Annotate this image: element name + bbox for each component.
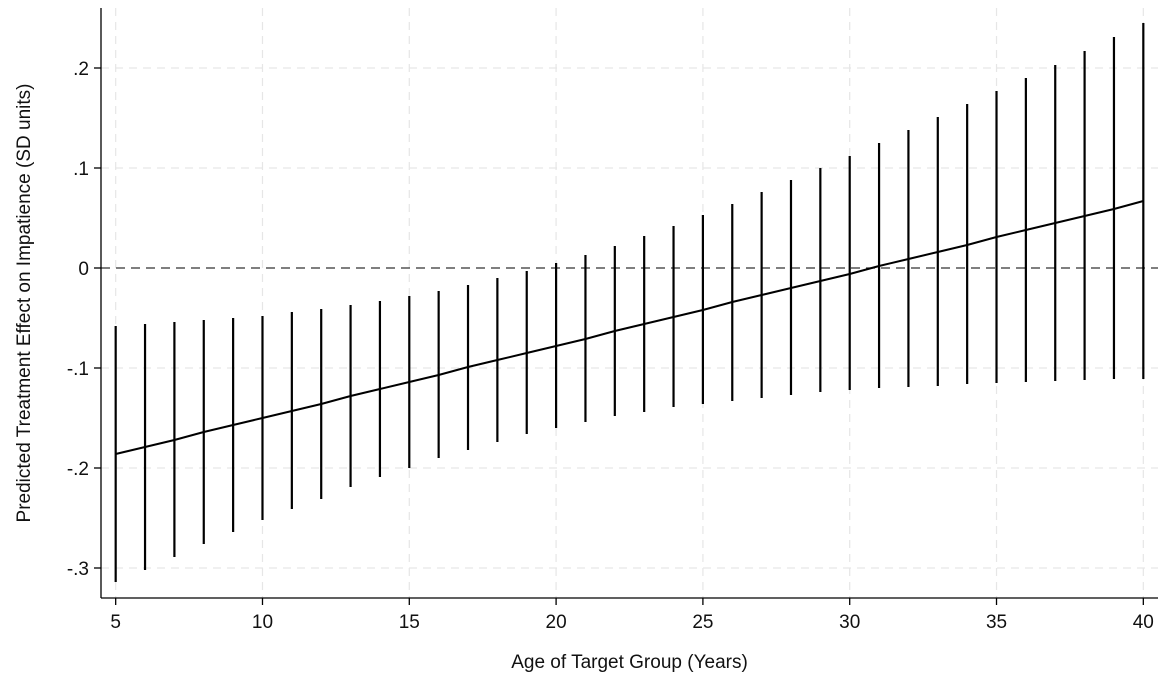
y-tick-label: 0 bbox=[78, 259, 89, 280]
x-tick-label: 40 bbox=[1133, 612, 1154, 633]
prediction-line bbox=[115, 200, 1144, 455]
x-tick-label: 15 bbox=[399, 612, 420, 633]
axes bbox=[94, 8, 1158, 605]
x-tick-label: 30 bbox=[839, 612, 860, 633]
x-tick-label: 35 bbox=[986, 612, 1007, 633]
confidence-intervals bbox=[114, 23, 1145, 582]
y-tick-label: .1 bbox=[73, 159, 89, 180]
tick-labels: 5 10 15 20 25 30 35 40 -.3 -.2 -.1 0 .1 .2 bbox=[67, 59, 1154, 633]
prediction-line-layer bbox=[115, 200, 1144, 455]
grid bbox=[101, 8, 1158, 598]
x-tick-label: 20 bbox=[546, 612, 567, 633]
x-tick-label: 25 bbox=[692, 612, 713, 633]
y-tick-label: -.1 bbox=[67, 359, 89, 380]
y-tick-label: -.2 bbox=[67, 459, 89, 480]
y-tick-label: -.3 bbox=[67, 559, 89, 580]
y-axis-title: Predicted Treatment Effect on Impatience… bbox=[14, 84, 35, 523]
x-axis-title: Age of Target Group (Years) bbox=[511, 652, 748, 673]
x-tick-label: 5 bbox=[110, 612, 121, 633]
x-tick-label: 10 bbox=[252, 612, 273, 633]
y-tick-label: .2 bbox=[73, 59, 89, 80]
